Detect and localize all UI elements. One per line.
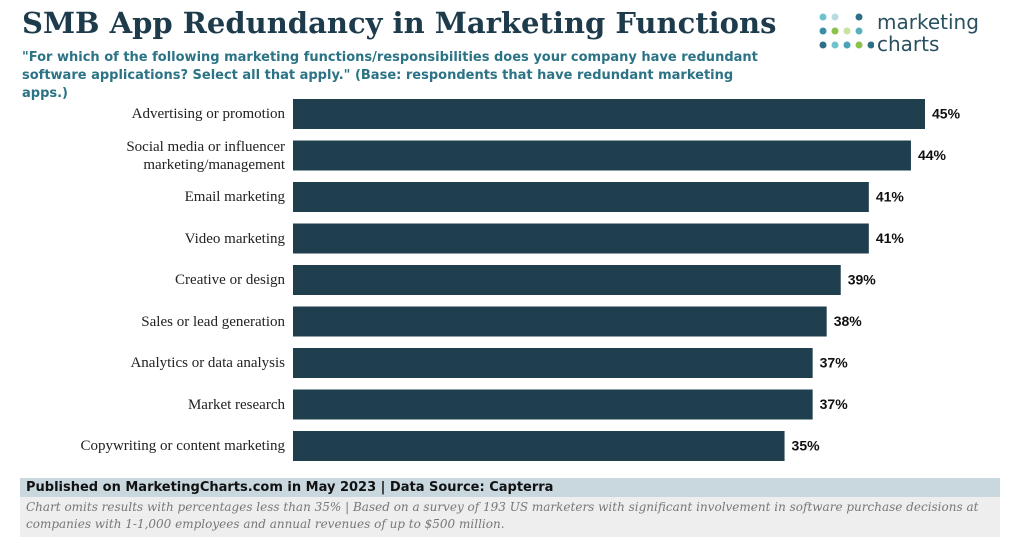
value-label: 41%: [876, 230, 905, 246]
bar: [293, 348, 813, 378]
category-label: Email marketing: [184, 189, 285, 205]
category-label: Social media or influencer marketing/man…: [126, 138, 285, 173]
value-label: 44%: [918, 147, 947, 163]
brand-name: charts: [877, 32, 940, 56]
value-label: 38%: [834, 313, 863, 329]
bar: [293, 223, 869, 254]
value-label: 35%: [792, 438, 821, 454]
category-label: Copywriting or content marketing: [80, 438, 285, 454]
bar: [293, 389, 813, 420]
value-label: 45%: [932, 106, 961, 122]
category-label: Video marketing: [184, 230, 285, 247]
value-label: 39%: [848, 272, 877, 288]
chart-subtitle: "For which of the following marketing fu…: [22, 50, 758, 101]
value-label: 37%: [820, 355, 849, 371]
category-label: Analytics or data analysis: [130, 355, 285, 371]
bar: [293, 182, 869, 212]
bar: [293, 265, 841, 295]
logo-dots: [819, 13, 874, 49]
value-label: 37%: [820, 396, 849, 412]
chart: 45% 44% 41% 41% 39% 38% 37% 37% 35%: [293, 99, 961, 461]
bar: [293, 140, 911, 171]
bar: [293, 431, 785, 461]
category-label: Sales or lead generation: [141, 313, 285, 330]
value-label: 41%: [876, 189, 905, 205]
bar: [293, 99, 925, 129]
note: Chart omits results with percentages les…: [20, 497, 1000, 537]
brand-name: marketing: [877, 10, 979, 34]
chart-title: SMB App Redundancy in Marketing Function…: [22, 6, 777, 40]
category-label: Creative or design: [175, 272, 285, 288]
category-label: Advertising or promotion: [131, 106, 285, 122]
bar: [293, 306, 827, 337]
source: Published on MarketingCharts.com in May …: [20, 478, 1000, 497]
category-label: Market research: [187, 396, 285, 413]
